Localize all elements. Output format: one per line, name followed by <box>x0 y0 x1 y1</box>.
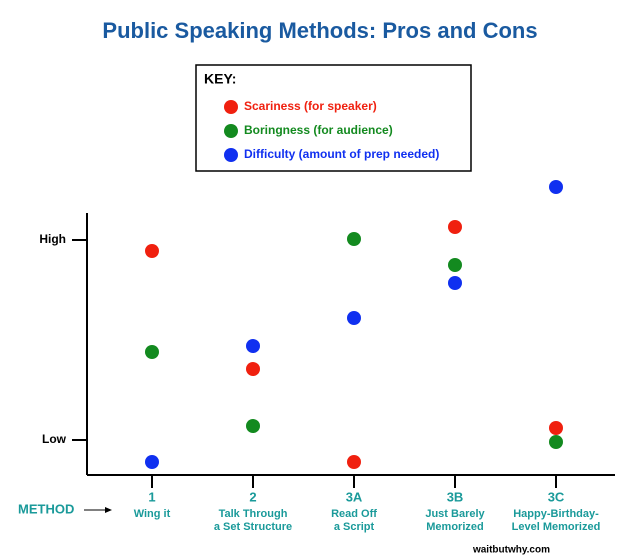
category-description: Memorized <box>426 521 483 533</box>
dot <box>246 419 260 433</box>
dot <box>549 180 563 194</box>
x-tick-label: 3A <box>346 489 363 504</box>
dot <box>246 339 260 353</box>
chart-title: Public Speaking Methods: Pros and Cons <box>102 18 537 43</box>
dot <box>347 455 361 469</box>
dot <box>145 345 159 359</box>
legend-marker <box>224 124 238 138</box>
dot <box>549 435 563 449</box>
legend-marker <box>224 100 238 114</box>
y-tick-label: High <box>39 232 66 246</box>
legend-label: Difficulty (amount of prep needed) <box>244 147 439 161</box>
x-axis-label: METHOD <box>18 501 74 516</box>
x-tick-label: 3C <box>548 489 565 504</box>
dot <box>246 362 260 376</box>
legend-label: Boringness (for audience) <box>244 123 393 137</box>
legend-marker <box>224 148 238 162</box>
legend-box <box>195 64 472 172</box>
dot <box>448 258 462 272</box>
category-description: Wing it <box>134 508 171 520</box>
x-tick-label: 1 <box>148 489 155 504</box>
category-description: a Script <box>334 521 375 533</box>
legend-title: KEY: <box>204 71 236 87</box>
source: waitbutwhy.com <box>472 545 550 556</box>
dot <box>145 455 159 469</box>
y-tick-label: Low <box>42 432 67 446</box>
x-tick-label: 2 <box>249 489 256 504</box>
category-description: Read Off <box>331 508 377 520</box>
dot <box>347 311 361 325</box>
dot <box>347 232 361 246</box>
dot <box>145 244 159 258</box>
dot <box>448 220 462 234</box>
arrow-head <box>105 507 112 513</box>
category-description: Happy-Birthday- <box>513 508 599 520</box>
dot <box>549 421 563 435</box>
category-description: Level Memorized <box>512 521 601 533</box>
category-description: Talk Through <box>219 508 288 520</box>
legend-label: Scariness (for speaker) <box>244 99 377 113</box>
x-tick-label: 3B <box>447 489 464 504</box>
category-description: a Set Structure <box>214 521 292 533</box>
dot <box>448 276 462 290</box>
category-description: Just Barely <box>425 508 485 520</box>
